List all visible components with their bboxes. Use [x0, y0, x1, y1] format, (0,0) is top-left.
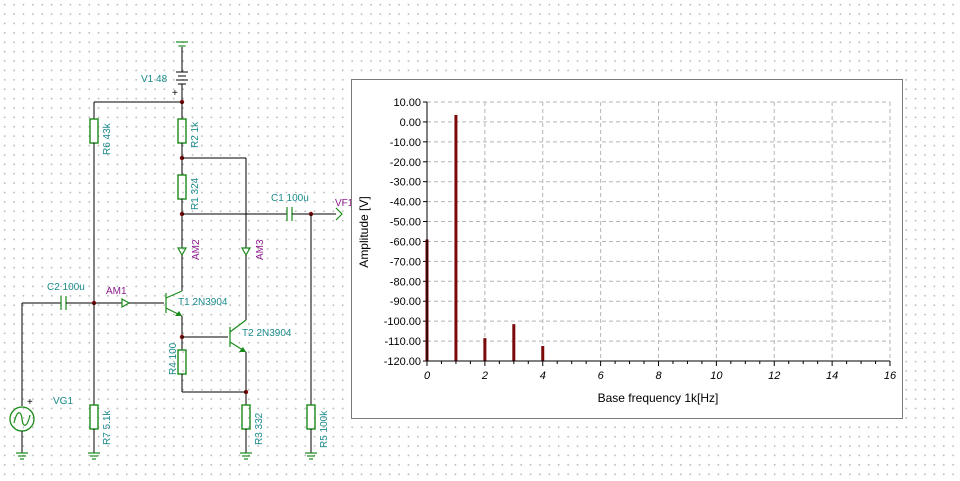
c2-label: C2 100u [47, 282, 85, 293]
vf1-label: VF1 [335, 198, 354, 209]
signal-generator-vg1[interactable] [9, 406, 35, 432]
resistor-r2[interactable] [177, 118, 187, 144]
y-tick-label: 0.00 [400, 117, 421, 129]
x-tick-label: 10 [710, 370, 723, 382]
r4-label: R4 100 [168, 342, 179, 375]
x-tick-label: 14 [826, 370, 838, 382]
am1-label: AM1 [106, 286, 127, 297]
transistor-t2[interactable] [229, 319, 247, 353]
y-axis-label: Amplitude [V] [357, 196, 371, 267]
y-tick-label: -30.00 [390, 177, 421, 189]
ground-symbol-vg1 [16, 452, 28, 460]
vg1-plus-sign: + [27, 397, 33, 408]
t2-label: T2 2N3904 [242, 328, 292, 339]
y-tick-label: 10.00 [393, 97, 421, 109]
r5-label: R5 100k [319, 410, 330, 448]
ammeter-am2[interactable] [176, 247, 188, 257]
ammeter-am3[interactable] [240, 247, 252, 257]
ground-symbol-r7 [88, 452, 100, 460]
y-tick-label: -110.00 [385, 336, 422, 348]
spectrum-chart: 10.00 0.00 -10.00 -20.00 -30.00 -40.00 -50.00 -… [357, 97, 897, 405]
r3-label: R3 332 [254, 412, 265, 445]
ground-symbol-r5 [305, 452, 317, 460]
spectrum-bar [541, 346, 545, 361]
spectrum-chart-panel[interactable]: 10.00 0.00 -10.00 -20.00 -30.00 -40.00 -50.00 -… [351, 79, 903, 419]
x-tick-label: 16 [884, 370, 897, 382]
spectrum-bar [512, 324, 516, 361]
resistor-r4[interactable] [177, 349, 187, 375]
x-tick-label: 2 [481, 370, 488, 382]
y-tick-label: -70.00 [390, 256, 421, 268]
voltage-probe-vf1[interactable] [335, 207, 343, 221]
y-tick-label: -50.00 [390, 217, 421, 229]
r2-label: R2 1k [190, 121, 201, 148]
x-axis-label: Base frequency 1k[Hz] [598, 391, 719, 405]
am2-label: AM2 [191, 239, 202, 260]
resistor-r3[interactable] [241, 404, 251, 430]
x-tick-label: 6 [598, 370, 605, 382]
v1-label: V1 48 [141, 74, 168, 85]
x-tick-label: 8 [655, 370, 662, 382]
y-tick-label: -100.00 [384, 316, 421, 328]
x-tick-label: 12 [768, 370, 780, 382]
y-tick-label: -60.00 [390, 236, 421, 248]
y-tick-label: -10.00 [390, 137, 421, 149]
capacitor-c1[interactable] [286, 207, 293, 221]
resistor-r1[interactable] [177, 174, 187, 200]
y-tick-label: -40.00 [390, 197, 421, 209]
ground-symbol-top [176, 41, 188, 62]
c1-label: C1 100u [271, 193, 309, 204]
r6-label: R6 43k [102, 122, 113, 155]
am3-label: AM3 [255, 239, 266, 260]
r7-label: R7 5.1k [102, 410, 113, 445]
ammeter-am1[interactable] [121, 297, 131, 309]
y-tick-label: -20.00 [390, 157, 421, 169]
transistor-t1[interactable] [165, 290, 183, 317]
resistor-r5[interactable] [306, 404, 316, 430]
resistor-r6[interactable] [89, 118, 99, 144]
spectrum-bar [483, 338, 487, 361]
v1-plus-sign: + [172, 88, 178, 99]
y-tick-label: -80.00 [390, 276, 421, 288]
battery-v1[interactable] [176, 62, 188, 102]
x-tick-label: 4 [540, 370, 546, 382]
y-tick-label: -120.00 [384, 356, 421, 368]
r1-label: R1 324 [190, 177, 201, 210]
spectrum-bar [454, 114, 458, 361]
capacitor-c2[interactable] [60, 296, 67, 310]
x-tick-label: 0 [424, 370, 431, 382]
ground-symbol-r3 [240, 452, 252, 460]
resistor-r7[interactable] [89, 404, 99, 430]
vg1-label: VG1 [53, 396, 73, 407]
t1-label: T1 2N3904 [178, 297, 228, 308]
y-tick-label: -90.00 [390, 296, 421, 308]
